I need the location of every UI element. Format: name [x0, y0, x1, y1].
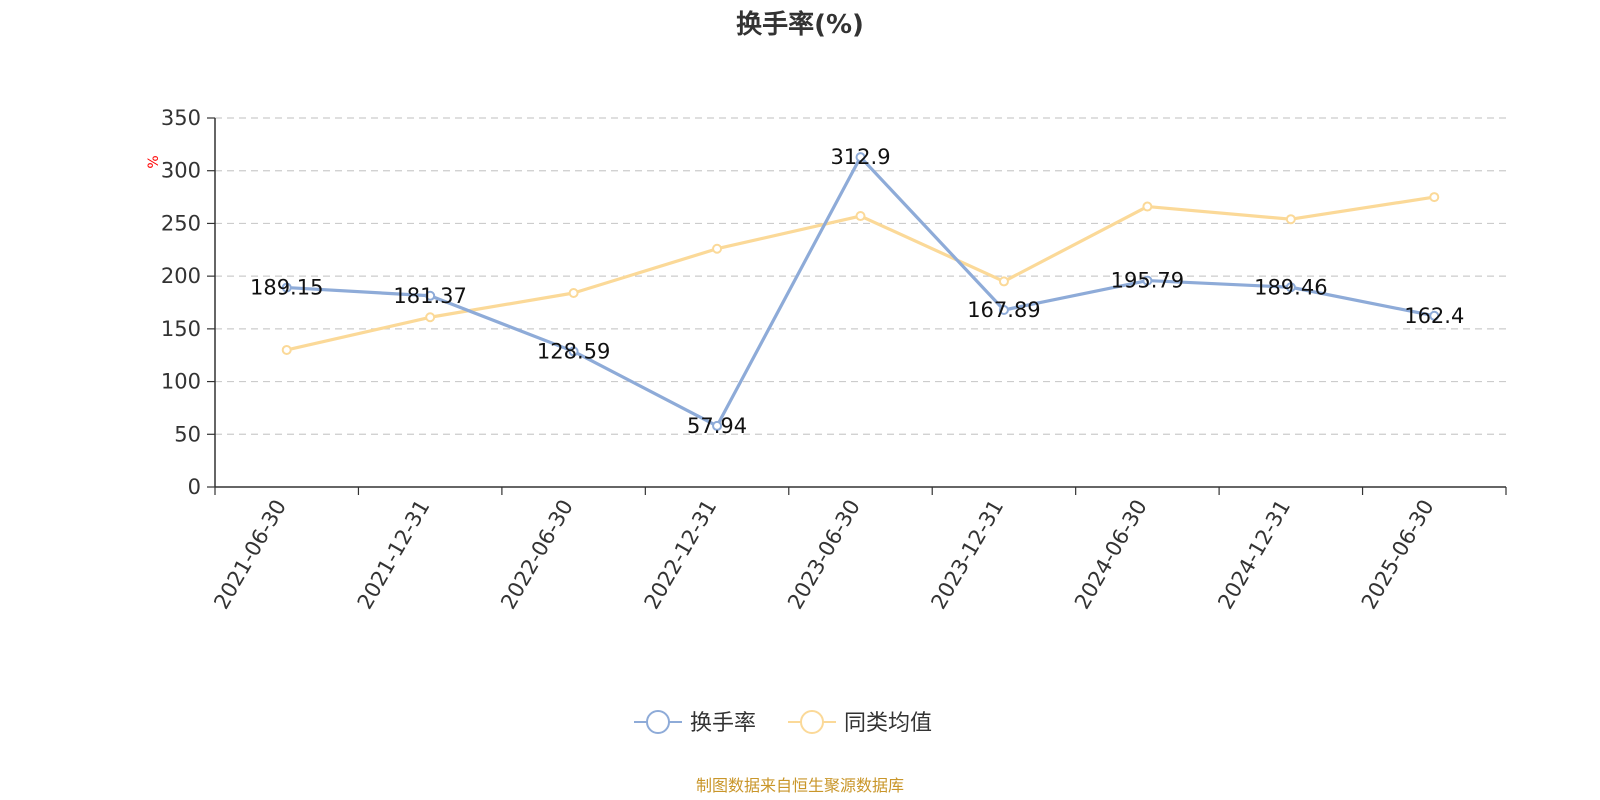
- data-point: [712, 243, 723, 254]
- data-label: 162.4: [1404, 304, 1464, 328]
- x-tick-label: 2024-12-31: [1213, 496, 1295, 614]
- data-point: [855, 152, 866, 163]
- data-point: [1429, 310, 1440, 321]
- y-tick-label: 300: [161, 159, 201, 183]
- data-label: 312.9: [830, 145, 890, 169]
- data-point: [281, 282, 292, 293]
- x-tick-label: 2022-06-30: [496, 496, 578, 614]
- data-label: 181.37: [393, 284, 466, 308]
- data-point: [281, 344, 292, 355]
- data-point: [568, 346, 579, 357]
- data-point: [1142, 275, 1153, 286]
- data-label: 195.79: [1111, 269, 1184, 293]
- y-tick-label: 200: [161, 264, 201, 288]
- data-point: [998, 304, 1009, 315]
- data-source-note: 制图数据来自恒生聚源数据库: [696, 776, 904, 795]
- data-point: [1285, 214, 1296, 225]
- chart-title: 换手率(%): [736, 9, 864, 40]
- legend-label: 换手率: [690, 711, 756, 736]
- data-label: 189.46: [1254, 275, 1327, 299]
- y-tick-label: 350: [161, 106, 201, 130]
- y-tick-label: 150: [161, 317, 201, 341]
- legend-marker: [646, 710, 670, 734]
- x-tick-label: 2024-06-30: [1070, 496, 1152, 614]
- data-point: [425, 290, 436, 301]
- x-tick-label: 2021-06-30: [209, 496, 291, 614]
- axes: 0 50 100 150 200 250 300 350 2021-06-30 2021-12-3…: [161, 106, 1507, 614]
- data-point: [998, 276, 1009, 287]
- y-axis-unit-label: %: [146, 155, 162, 168]
- x-tick-label: 2025-06-30: [1357, 496, 1439, 614]
- x-tick-label: 2023-06-30: [783, 496, 865, 614]
- legend-label: 同类均值: [844, 711, 932, 736]
- data-point: [712, 420, 723, 431]
- legend-marker: [800, 710, 824, 734]
- data-point: [1429, 192, 1440, 203]
- data-point: [1142, 201, 1153, 212]
- data-label: 128.59: [537, 339, 610, 363]
- data-point: [855, 211, 866, 222]
- data-label: 189.15: [250, 276, 323, 300]
- data-label: 57.94: [687, 414, 747, 438]
- x-tick-label: 2022-12-31: [640, 496, 722, 614]
- data-point: [568, 288, 579, 299]
- y-tick-label: 100: [161, 370, 201, 394]
- x-tick-label: 2023-12-31: [926, 496, 1008, 614]
- x-tick-label: 2021-12-31: [353, 495, 435, 613]
- data-labels: 189.15 181.37 128.59 57.94 312.9 167.89 195.79…: [250, 145, 1464, 438]
- y-tick-label: 50: [174, 422, 201, 446]
- data-point: [425, 312, 436, 323]
- legend[interactable]: 换手率 同类均值: [634, 710, 932, 736]
- series-lines: [281, 152, 1440, 431]
- y-tick-label: 250: [161, 211, 201, 235]
- data-label: 167.89: [967, 298, 1040, 322]
- y-tick-label: 0: [188, 475, 201, 499]
- data-point: [1285, 282, 1296, 293]
